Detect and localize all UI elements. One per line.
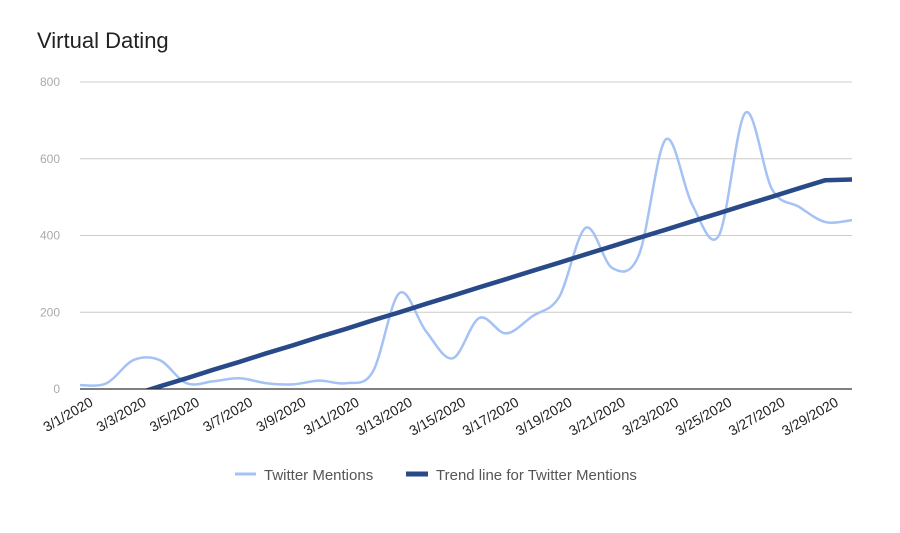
series-layer xyxy=(80,111,852,389)
y-tick-label: 0 xyxy=(53,382,60,396)
chart-title: Virtual Dating xyxy=(37,28,169,53)
grid xyxy=(80,81,852,313)
x-tick-label: 3/15/2020 xyxy=(406,394,468,439)
series-line-twitter-mentions xyxy=(80,111,852,387)
y-tick-label: 800 xyxy=(40,75,60,89)
y-tick-label: 200 xyxy=(40,305,60,319)
y-tick-label: 400 xyxy=(40,229,60,243)
x-tick-label: 3/23/2020 xyxy=(619,394,681,439)
x-tick-label: 3/9/2020 xyxy=(253,394,308,435)
x-tick-label: 3/3/2020 xyxy=(94,394,149,435)
legend-label-trend-line[interactable]: Trend line for Twitter Mentions xyxy=(436,467,637,484)
x-tick-label: 3/7/2020 xyxy=(200,394,255,435)
x-tick-label: 3/5/2020 xyxy=(147,394,202,435)
x-tick-label: 3/17/2020 xyxy=(459,394,521,439)
x-tick-label: 3/11/2020 xyxy=(301,394,362,439)
x-tick-label: 3/21/2020 xyxy=(566,394,628,439)
x-axis-ticks: 3/1/20203/3/20203/5/20203/7/20203/9/2020… xyxy=(40,394,841,439)
x-tick-label: 3/29/2020 xyxy=(779,394,841,439)
x-tick-label: 3/19/2020 xyxy=(513,394,575,439)
legend: Twitter Mentions Trend line for Twitter … xyxy=(235,467,637,484)
x-tick-label: 3/13/2020 xyxy=(353,394,415,439)
y-tick-label: 600 xyxy=(40,152,60,166)
legend-label-twitter-mentions[interactable]: Twitter Mentions xyxy=(264,467,373,484)
y-axis-ticks: 0 200 400 600 800 xyxy=(40,75,60,396)
x-tick-label: 3/1/2020 xyxy=(40,394,95,435)
trend-line xyxy=(144,177,852,389)
x-tick-label: 3/27/2020 xyxy=(726,394,788,439)
x-tick-label: 3/25/2020 xyxy=(672,394,734,439)
